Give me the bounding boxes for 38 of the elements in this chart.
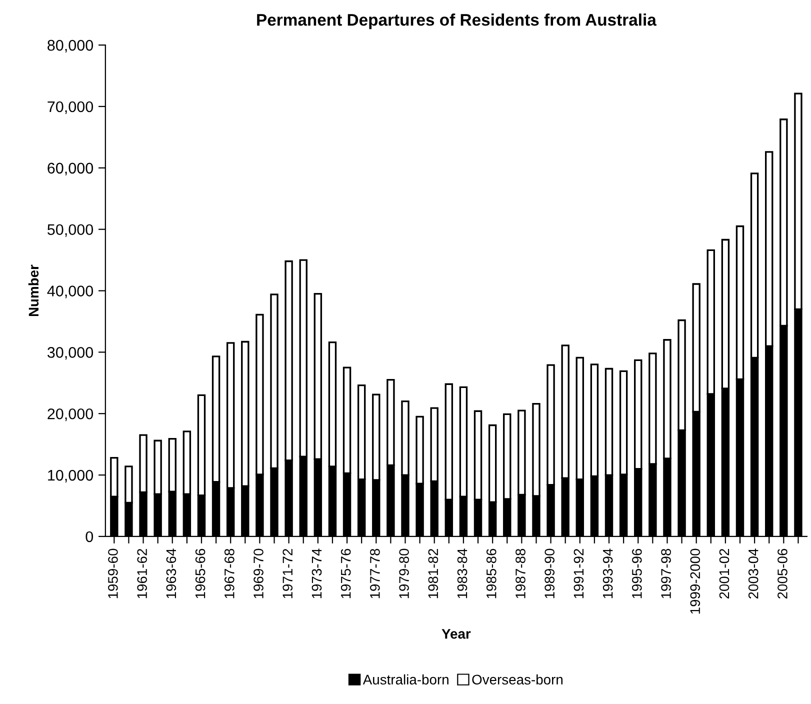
x-tick-label: 1961-62 — [137, 548, 147, 598]
y-tick-label: 10,000 — [48, 470, 94, 483]
x-tick-label: 1979-80 — [399, 548, 409, 598]
x-tick-label: 1971-72 — [282, 548, 293, 598]
legend-label: Overseas-born — [472, 674, 562, 685]
y-tick-label: 30,000 — [47, 347, 94, 360]
legend-label: Australia-born — [362, 674, 448, 685]
x-tick-label: 1975-76 — [340, 548, 351, 598]
x-tick-label: 1967-68 — [224, 548, 234, 598]
x-tick-label: 1999-2000 — [690, 548, 700, 614]
y-tick-label: 70,000 — [48, 101, 94, 114]
x-tick-label: 1981-82 — [428, 548, 438, 598]
x-tick-label: 1997-98 — [661, 548, 671, 598]
chart-title: Permanent Departures of Residents from Australia — [257, 14, 657, 30]
y-tick-label: 60,000 — [48, 162, 94, 176]
x-axis-title: Year — [442, 629, 471, 639]
x-tick-label: 2005-06 — [778, 548, 788, 599]
x-tick-label: 1977-78 — [370, 548, 380, 598]
x-tick-label: 2003-04 — [748, 548, 758, 599]
x-tick-label: 1983-84 — [457, 548, 468, 598]
x-tick-label: 1991-92 — [574, 548, 584, 598]
y-tick-label: 40,000 — [47, 286, 94, 298]
x-tick-label: 1993-94 — [602, 548, 613, 598]
y-tick-label: 0 — [86, 531, 94, 542]
x-tick-label: 1985-86 — [486, 548, 496, 598]
x-tick-label: 1959-60 — [108, 548, 118, 598]
x-tick-label: 1973-74 — [312, 548, 322, 598]
y-axis-title: Number — [28, 264, 39, 316]
y-tick-label: 80,000 — [48, 40, 94, 53]
x-tick-label: 1969-70 — [254, 548, 264, 598]
x-tick-label: 2001-02 — [719, 548, 730, 599]
x-tick-label: 1995-96 — [632, 548, 642, 598]
x-tick-label: 1989-90 — [544, 548, 555, 598]
y-tick-label: 20,000 — [48, 408, 94, 422]
x-tick-label: 1987-88 — [516, 548, 526, 598]
y-tick-label: 50,000 — [48, 224, 94, 237]
x-tick-label: 1963-64 — [166, 548, 176, 598]
x-tick-label: 1965-66 — [195, 548, 206, 598]
